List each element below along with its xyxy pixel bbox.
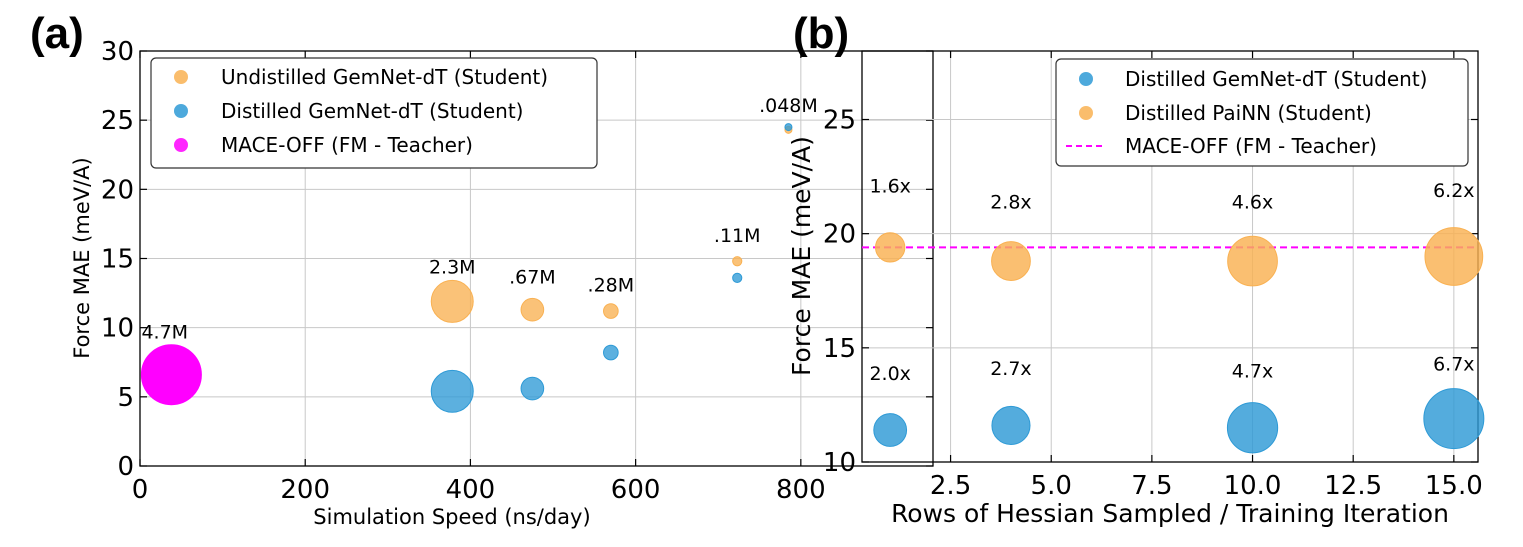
panel-a-annotations: 4.7M 2.3M .67M .28M .11M .048M — [141, 95, 817, 344]
legend-marker-undistilled — [174, 70, 188, 84]
a-xtick-label: 600 — [611, 475, 661, 505]
b-point-annotation: 4.6x — [1232, 192, 1273, 214]
a-point-annotation: .28M — [588, 275, 635, 297]
b-bubble-distilled-painn-student — [1424, 227, 1484, 286]
b-ytick-label: 10 — [823, 448, 856, 478]
b-bubble-distilled-gemnet-dt-student — [873, 413, 908, 447]
legend-label-teacher: MACE-OFF (FM - Teacher) — [221, 133, 473, 157]
b-point-annotation: 2.0x — [869, 363, 910, 385]
b-bubble-distilled-gemnet-dt-student — [1423, 388, 1485, 450]
b-xtick-label: 7.5 — [1131, 471, 1172, 501]
legend-label-gemnet: Distilled GemNet-dT (Student) — [1125, 67, 1427, 91]
a-ytick-label: 5 — [117, 383, 134, 413]
panel-b-label: (b) — [793, 9, 849, 58]
legend-label-painn: Distilled PaiNN (Student) — [1125, 101, 1372, 125]
a-ytick-label: 0 — [117, 452, 134, 482]
b-bubble-distilled-gemnet-dt-student — [1226, 402, 1279, 454]
b-ytick-label: 15 — [823, 334, 856, 364]
b-ytick-label: 25 — [823, 106, 856, 136]
a-bubble-distilled-gemnet-dt-student — [784, 123, 793, 132]
b-point-annotation: 4.7x — [1232, 361, 1273, 383]
legend-marker-teacher — [174, 138, 188, 152]
a-ytick-label: 15 — [101, 245, 134, 275]
panel-a-ticks: 0 200 400 600 800 0 5 10 15 20 25 30 — [101, 37, 933, 505]
b-xtick-label: 2.5 — [930, 471, 971, 501]
panel-a-xlabel: Simulation Speed (ns/day) — [313, 505, 590, 529]
b-xtick-label: 15.0 — [1425, 471, 1483, 501]
legend-marker-distilled — [174, 104, 188, 118]
a-bubble-distilled-gemnet-dt-student — [430, 369, 474, 413]
legend-label-teacher-line: MACE-OFF (FM - Teacher) — [1125, 134, 1377, 158]
panel-b-ylabel: Force MAE (meV/A) — [787, 136, 816, 376]
b-bubble-distilled-gemnet-dt-student — [991, 405, 1031, 446]
b-point-annotation: 2.7x — [990, 358, 1031, 380]
b-bubble-distilled-painn-student — [991, 241, 1031, 281]
a-ytick-label: 10 — [101, 314, 134, 344]
b-point-annotation: 1.6x — [869, 176, 910, 198]
a-point-annotation: .11M — [714, 225, 761, 247]
b-xtick-label: 12.5 — [1324, 471, 1382, 501]
b-xtick-label: 5.0 — [1031, 471, 1072, 501]
a-xtick-label: 200 — [280, 475, 330, 505]
a-point-annotation: .67M — [509, 266, 556, 288]
a-ytick-label: 30 — [101, 37, 134, 67]
a-point-annotation: .048M — [759, 95, 818, 117]
b-point-annotation: 6.7x — [1433, 354, 1474, 376]
legend-marker-gemnet — [1079, 72, 1093, 86]
b-bubble-distilled-painn-student — [875, 232, 906, 263]
a-ytick-label: 25 — [101, 106, 134, 136]
panel-b-xlabel: Rows of Hessian Sampled / Training Itera… — [891, 499, 1449, 528]
a-point-annotation: 4.7M — [141, 322, 188, 344]
a-bubble-undistilled-gemnet-dt-student — [603, 303, 619, 319]
a-xtick-label: 0 — [132, 475, 149, 505]
a-bubble-mace-off-fm-teacher — [140, 344, 202, 406]
panel-a-legend: Undistilled GemNet-dT (Student) Distille… — [150, 57, 598, 169]
legend-label-distilled: Distilled GemNet-dT (Student) — [221, 99, 523, 123]
a-ytick-label: 20 — [101, 175, 134, 205]
a-point-annotation: 2.3M — [429, 257, 476, 279]
a-xtick-label: 400 — [446, 475, 496, 505]
b-bubble-distilled-painn-student — [1227, 235, 1278, 287]
panel-a-points — [140, 123, 793, 413]
legend-label-undistilled: Undistilled GemNet-dT (Student) — [221, 65, 548, 89]
panel-a-label: (a) — [30, 9, 84, 58]
a-bubble-distilled-gemnet-dt-student — [732, 272, 743, 283]
panel-a-legend-box — [150, 57, 598, 169]
a-bubble-undistilled-gemnet-dt-student — [732, 256, 743, 267]
panel-a-ylabel: Force MAE (meV/A) — [70, 157, 94, 359]
panel-b-legend-box — [1055, 58, 1469, 167]
panel-b-points — [873, 227, 1485, 454]
panel-b-ticks: 2.5 5.0 7.5 10.0 12.5 15.0 10 15 20 25 — [823, 51, 1483, 501]
a-bubble-undistilled-gemnet-dt-student — [430, 279, 474, 323]
panel-b-legend: Distilled GemNet-dT (Student) Distilled … — [1055, 58, 1469, 167]
b-xtick-label: 10.0 — [1224, 471, 1282, 501]
a-bubble-distilled-gemnet-dt-student — [603, 344, 619, 361]
a-bubble-distilled-gemnet-dt-student — [520, 376, 545, 401]
b-ytick-label: 20 — [823, 220, 856, 250]
b-point-annotation: 2.8x — [990, 192, 1031, 214]
a-bubble-undistilled-gemnet-dt-student — [520, 297, 545, 322]
legend-marker-painn — [1079, 106, 1093, 120]
panel-b-annotations: 1.6x 2.8x 4.6x 6.2x 2.0x 2.7x 4.7x 6.7x — [869, 176, 1474, 385]
a-xtick-label: 800 — [776, 475, 826, 505]
b-point-annotation: 6.2x — [1433, 180, 1474, 202]
panel-a: (a) 0 200 400 600 800 0 5 10 15 20 25 30 4.7M 2.3M .6… — [30, 9, 934, 529]
